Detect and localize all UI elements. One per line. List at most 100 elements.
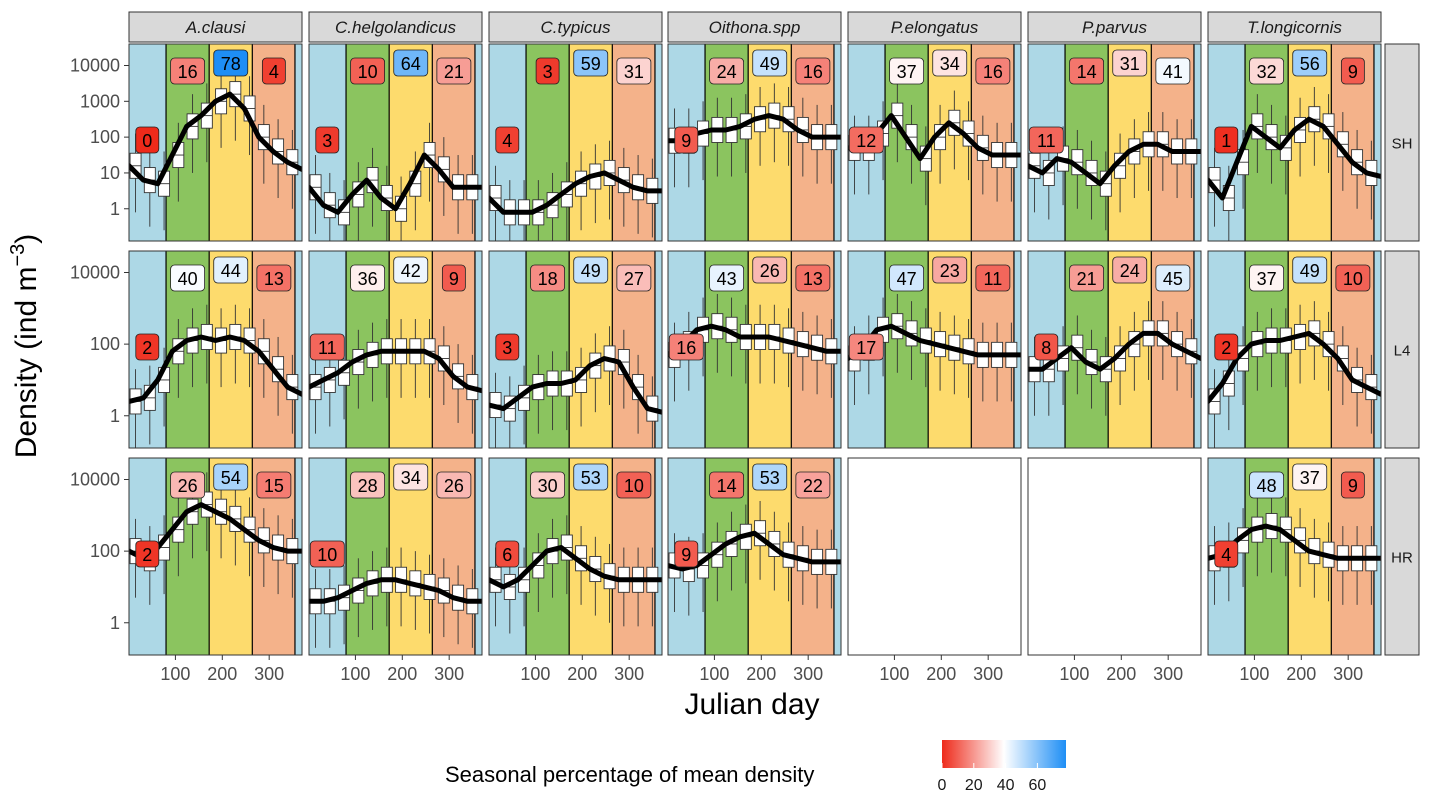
season-pct-label: 41 bbox=[1163, 62, 1183, 82]
site-strip bbox=[1384, 43, 1420, 242]
season-pct-box bbox=[393, 256, 429, 284]
season-pct-box bbox=[1292, 49, 1328, 77]
season-pct-box bbox=[315, 126, 340, 154]
x-tick-label: 300 bbox=[793, 664, 823, 684]
season-pct-box bbox=[393, 49, 429, 77]
smooth-line bbox=[1208, 116, 1381, 201]
site-strip-label: L4 bbox=[1394, 343, 1411, 360]
season-pct-box bbox=[495, 540, 520, 568]
y-tick-label: 10000 bbox=[70, 55, 120, 75]
season-pct-label: 16 bbox=[803, 62, 823, 82]
season-pct-box bbox=[530, 471, 566, 499]
x-tick-label: 200 bbox=[926, 664, 956, 684]
panel-border bbox=[1027, 43, 1202, 242]
panel-border bbox=[847, 43, 1022, 242]
season-pct-label: 59 bbox=[581, 54, 601, 74]
season-pct-label: 32 bbox=[1257, 62, 1277, 82]
panel: 2 26 54 15 bbox=[128, 457, 303, 656]
panel-border bbox=[1207, 457, 1382, 656]
season-band bbox=[474, 458, 482, 655]
season-band bbox=[748, 44, 792, 241]
y-axis-title-close: ) bbox=[10, 234, 43, 244]
season-pct-box bbox=[1214, 126, 1239, 154]
panel: 3 18 49 27 bbox=[488, 250, 663, 449]
season-pct-box bbox=[752, 463, 788, 491]
panel-border bbox=[308, 250, 483, 449]
smooth-line bbox=[129, 334, 302, 404]
season-pct-label: 10 bbox=[317, 545, 337, 565]
species-strip bbox=[847, 11, 1022, 43]
panel-border bbox=[847, 457, 1022, 656]
season-pct-box bbox=[1249, 471, 1285, 499]
panel-border bbox=[847, 250, 1022, 449]
season-pct-box bbox=[668, 333, 704, 361]
season-pct-box bbox=[709, 471, 745, 499]
y-axis-title-main: Density (ind m bbox=[10, 267, 43, 459]
panel: 9 14 53 22 bbox=[667, 457, 842, 656]
season-pct-box bbox=[932, 256, 968, 284]
x-axis-title: Julian day bbox=[684, 688, 819, 721]
season-pct-label: 48 bbox=[1257, 476, 1277, 496]
season-pct-label: 40 bbox=[178, 269, 198, 289]
panel-border bbox=[128, 250, 303, 449]
x-tick-label: 100 bbox=[160, 664, 190, 684]
season-pct-box bbox=[535, 57, 560, 85]
season-pct-label: 4 bbox=[502, 131, 512, 151]
season-pct-box bbox=[1069, 57, 1105, 85]
season-pct-label: 10 bbox=[358, 62, 378, 82]
panel: 17 47 23 11 bbox=[847, 250, 1022, 449]
season-band bbox=[209, 44, 253, 241]
x-tick-label: 300 bbox=[434, 664, 464, 684]
panels-layer: A.clausi C.helgolandicus C.typicus Oithona.… bbox=[70, 11, 1420, 684]
season-band bbox=[654, 44, 662, 241]
season-pct-box bbox=[1155, 264, 1191, 292]
season-pct-box bbox=[350, 471, 386, 499]
season-band bbox=[294, 458, 302, 655]
legend-tick-label: 20 bbox=[965, 777, 983, 794]
x-tick-label: 100 bbox=[879, 664, 909, 684]
season-pct-box bbox=[573, 463, 609, 491]
season-pct-box bbox=[170, 264, 206, 292]
season-pct-label: 30 bbox=[538, 476, 558, 496]
season-pct-label: 37 bbox=[897, 62, 917, 82]
season-pct-label: 16 bbox=[983, 62, 1003, 82]
legend: Seasonal percentage of mean density 0 20 4… bbox=[445, 740, 1066, 794]
panel-border bbox=[1027, 457, 1202, 656]
season-pct-label: 0 bbox=[142, 131, 152, 151]
panel-border bbox=[308, 43, 483, 242]
season-pct-box bbox=[495, 126, 520, 154]
season-pct-label: 14 bbox=[1077, 62, 1097, 82]
season-pct-label: 14 bbox=[717, 476, 737, 496]
y-tick-label: 10000 bbox=[70, 262, 120, 282]
site-strip-label: SH bbox=[1392, 136, 1413, 153]
season-pct-label: 13 bbox=[264, 269, 284, 289]
season-pct-box bbox=[495, 333, 520, 361]
x-tick-label: 300 bbox=[254, 664, 284, 684]
x-tick-label: 200 bbox=[1286, 664, 1316, 684]
season-band bbox=[1013, 44, 1021, 241]
y-tick-label: 1000 bbox=[80, 91, 120, 111]
season-pct-label: 9 bbox=[1348, 62, 1358, 82]
season-pct-label: 21 bbox=[1077, 269, 1097, 289]
legend-tick-label: 0 bbox=[938, 777, 947, 794]
season-pct-box bbox=[674, 126, 699, 154]
season-pct-box bbox=[350, 57, 386, 85]
season-pct-box bbox=[213, 463, 249, 491]
season-band bbox=[833, 458, 841, 655]
x-tick-label: 200 bbox=[1106, 664, 1136, 684]
season-pct-box bbox=[1214, 333, 1239, 361]
panel: 6 30 53 10 bbox=[488, 457, 663, 656]
panel: 2 40 44 13 bbox=[128, 250, 303, 449]
season-pct-label: 24 bbox=[717, 62, 737, 82]
season-pct-label: 17 bbox=[856, 338, 876, 358]
panel-border bbox=[1207, 43, 1382, 242]
y-tick-label: 100 bbox=[90, 127, 120, 147]
smooth-line bbox=[1028, 141, 1201, 187]
season-band bbox=[1013, 251, 1021, 448]
x-tick-label: 200 bbox=[567, 664, 597, 684]
season-pct-label: 54 bbox=[221, 468, 241, 488]
season-pct-box bbox=[752, 49, 788, 77]
y-tick-label: 1 bbox=[110, 199, 120, 219]
species-strip-label: P.parvus bbox=[1082, 18, 1147, 37]
y-tick-label: 100 bbox=[90, 541, 120, 561]
